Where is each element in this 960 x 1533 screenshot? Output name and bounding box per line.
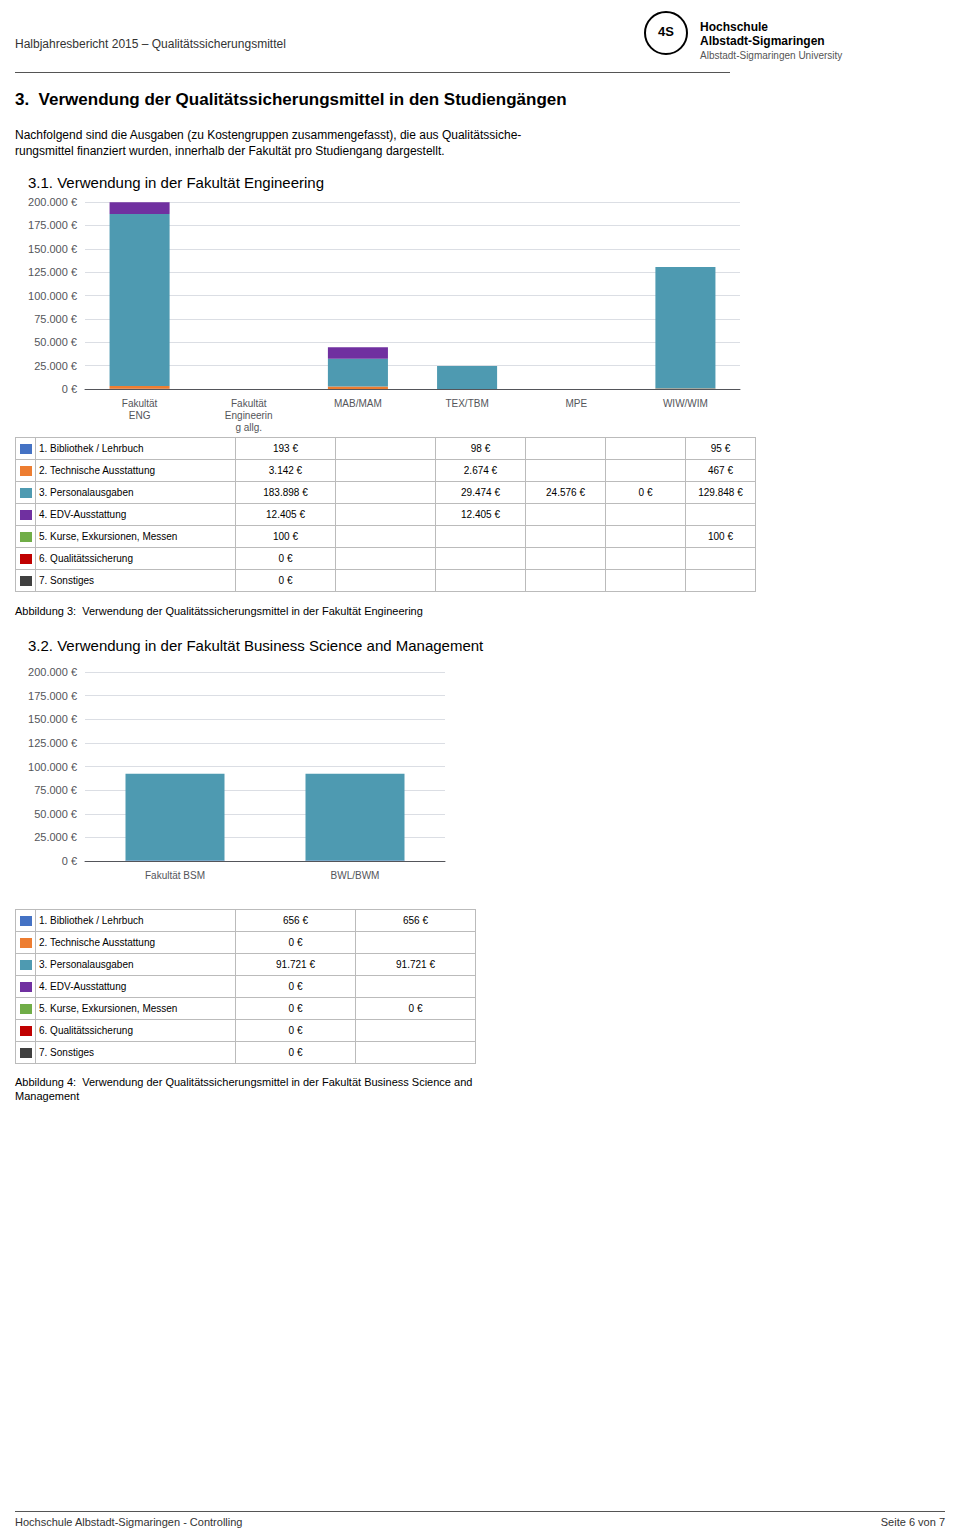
html-text:6. Qualitätssicherung: 6. Qualitätssicherung [39, 1025, 133, 1036]
svg-text:200.000 €: 200.000 € [28, 666, 77, 678]
html-text:Albstadt-Sigmaringen Universit: Albstadt-Sigmaringen University [700, 50, 843, 61]
html-text:Albstadt-Sigmaringen: Albstadt-Sigmaringen [700, 34, 825, 48]
html-text:Nachfolgend sind die Ausgaben: Nachfolgend sind die Ausgaben (zu Kosten… [15, 128, 522, 142]
html-text:4S: 4S [658, 24, 674, 39]
html-text:100 €: 100 € [708, 531, 733, 542]
html-text:4. EDV-Ausstattung: 4. EDV-Ausstattung [39, 981, 127, 992]
html-text:6. Qualitätssicherung: 6. Qualitätssicherung [39, 553, 133, 564]
svg-text:100.000 €: 100.000 € [28, 290, 77, 302]
svg-text:75.000 €: 75.000 € [34, 313, 77, 325]
svg-text:0 €: 0 € [62, 855, 77, 867]
html-text:0 €: 0 € [288, 981, 303, 992]
html-text:656 €: 656 € [403, 915, 428, 926]
html-text:0 €: 0 € [278, 553, 293, 564]
svg-text:100.000 €: 100.000 € [28, 761, 77, 773]
html-text:24.576 €: 24.576 € [546, 487, 585, 498]
svg-text:WIW/WIM: WIW/WIM [663, 398, 708, 409]
html-text:3. Personalausgaben: 3. Personalausgaben [39, 959, 134, 970]
html-text:3. Verwendung der Qualitätssic: 3. Verwendung der Qualitätssicherungsmit… [15, 90, 567, 109]
html-text:91.721 €: 91.721 € [396, 959, 435, 970]
html-text:656 €: 656 € [283, 915, 308, 926]
html-text:3.1. Verwendung in der Fakultä: 3.1. Verwendung in der Fakultät Engineer… [28, 174, 324, 191]
html-text:0 €: 0 € [288, 1047, 303, 1058]
html-text:3.142 €: 3.142 € [268, 465, 303, 476]
svg-text:75.000 €: 75.000 € [34, 784, 77, 796]
html-text:Hochschule: Hochschule [700, 20, 768, 34]
html-text:Hochschule Albstadt-Sigmaringe: Hochschule Albstadt-Sigmaringen - Contro… [15, 1516, 243, 1528]
svg-text:175.000 €: 175.000 € [28, 690, 77, 702]
svg-text:125.000 €: 125.000 € [28, 737, 77, 749]
svg-text:Fakultät BSM: Fakultät BSM [145, 870, 205, 881]
svg-text:BWL/BWM: BWL/BWM [331, 870, 380, 881]
html-text:12.405 €: 12.405 € [266, 509, 305, 520]
html-text:4. EDV-Ausstattung: 4. EDV-Ausstattung [39, 509, 127, 520]
html-text:3. Personalausgaben: 3. Personalausgaben [39, 487, 134, 498]
html-text:1. Bibliothek / Lehrbuch: 1. Bibliothek / Lehrbuch [39, 915, 144, 926]
html-text:Abbildung 4: Verwendung der Qu: Abbildung 4: Verwendung der Qualitätssic… [15, 1076, 473, 1102]
html-text:0 €: 0 € [278, 575, 293, 586]
html-text:Halbjahresbericht 2015 – Quali: Halbjahresbericht 2015 – Qualitätssicher… [15, 37, 286, 51]
html-text:7. Sonstiges: 7. Sonstiges [39, 575, 94, 586]
html-text:12.405 €: 12.405 € [461, 509, 500, 520]
svg-text:MPE: MPE [565, 398, 587, 409]
html-text:467 €: 467 € [708, 465, 733, 476]
svg-text:150.000 €: 150.000 € [28, 713, 77, 725]
svg-text:Fakultät: Fakultät [231, 398, 267, 409]
html-text:2. Technische Ausstattung: 2. Technische Ausstattung [39, 465, 155, 476]
html-text:0 €: 0 € [288, 937, 303, 948]
svg-text:50.000 €: 50.000 € [34, 808, 77, 820]
html-text:183.898 €: 183.898 € [263, 487, 308, 498]
html-text:Seite 6 von 7: Seite 6 von 7 [880, 1516, 945, 1528]
html-text:0 €: 0 € [638, 487, 653, 498]
html-text:91.721 €: 91.721 € [276, 959, 315, 970]
html-text:3.2. Verwendung in der Fakultä: 3.2. Verwendung in der Fakultät Business… [28, 637, 484, 654]
svg-text:150.000 €: 150.000 € [28, 243, 77, 255]
svg-text:ENG: ENG [129, 410, 151, 421]
svg-text:Engineerin: Engineerin [225, 410, 273, 421]
svg-text:50.000 €: 50.000 € [34, 336, 77, 348]
svg-text:MAB/MAM: MAB/MAM [334, 398, 382, 409]
html-text:0 €: 0 € [288, 1003, 303, 1014]
html-text:Abbildung 3: Verwendung der Qu: Abbildung 3: Verwendung der Qualitätssic… [15, 605, 423, 617]
html-text:129.848 €: 129.848 € [698, 487, 743, 498]
svg-text:25.000 €: 25.000 € [34, 831, 77, 843]
svg-text:Fakultät: Fakultät [122, 398, 158, 409]
html-text:2.674 €: 2.674 € [463, 465, 498, 476]
html-text:193 €: 193 € [273, 443, 298, 454]
svg-text:25.000 €: 25.000 € [34, 360, 77, 372]
html-text:0 €: 0 € [288, 1025, 303, 1036]
html-text:2. Technische Ausstattung: 2. Technische Ausstattung [39, 937, 155, 948]
html-text:98 €: 98 € [470, 443, 491, 454]
html-text:0 €: 0 € [408, 1003, 423, 1014]
svg-text:g allg.: g allg. [235, 422, 262, 433]
svg-text:175.000 €: 175.000 € [28, 219, 77, 231]
svg-text:TEX/TBM: TEX/TBM [445, 398, 488, 409]
svg-text:125.000 €: 125.000 € [28, 266, 77, 278]
html-text:5. Kurse, Exkursionen, Messen: 5. Kurse, Exkursionen, Messen [39, 1003, 178, 1014]
html-text:7. Sonstiges: 7. Sonstiges [39, 1047, 94, 1058]
html-text:100 €: 100 € [273, 531, 298, 542]
html-text:95 €: 95 € [710, 443, 731, 454]
html-text:1. Bibliothek / Lehrbuch: 1. Bibliothek / Lehrbuch [39, 443, 144, 454]
html-text:29.474 €: 29.474 € [461, 487, 500, 498]
html-text:5. Kurse, Exkursionen, Messen: 5. Kurse, Exkursionen, Messen [39, 531, 178, 542]
html-text:rungsmittel finanziert wurden,: rungsmittel finanziert wurden, innerhalb… [15, 144, 445, 158]
svg-text:200.000 €: 200.000 € [28, 196, 77, 208]
svg-text:0 €: 0 € [62, 383, 77, 395]
